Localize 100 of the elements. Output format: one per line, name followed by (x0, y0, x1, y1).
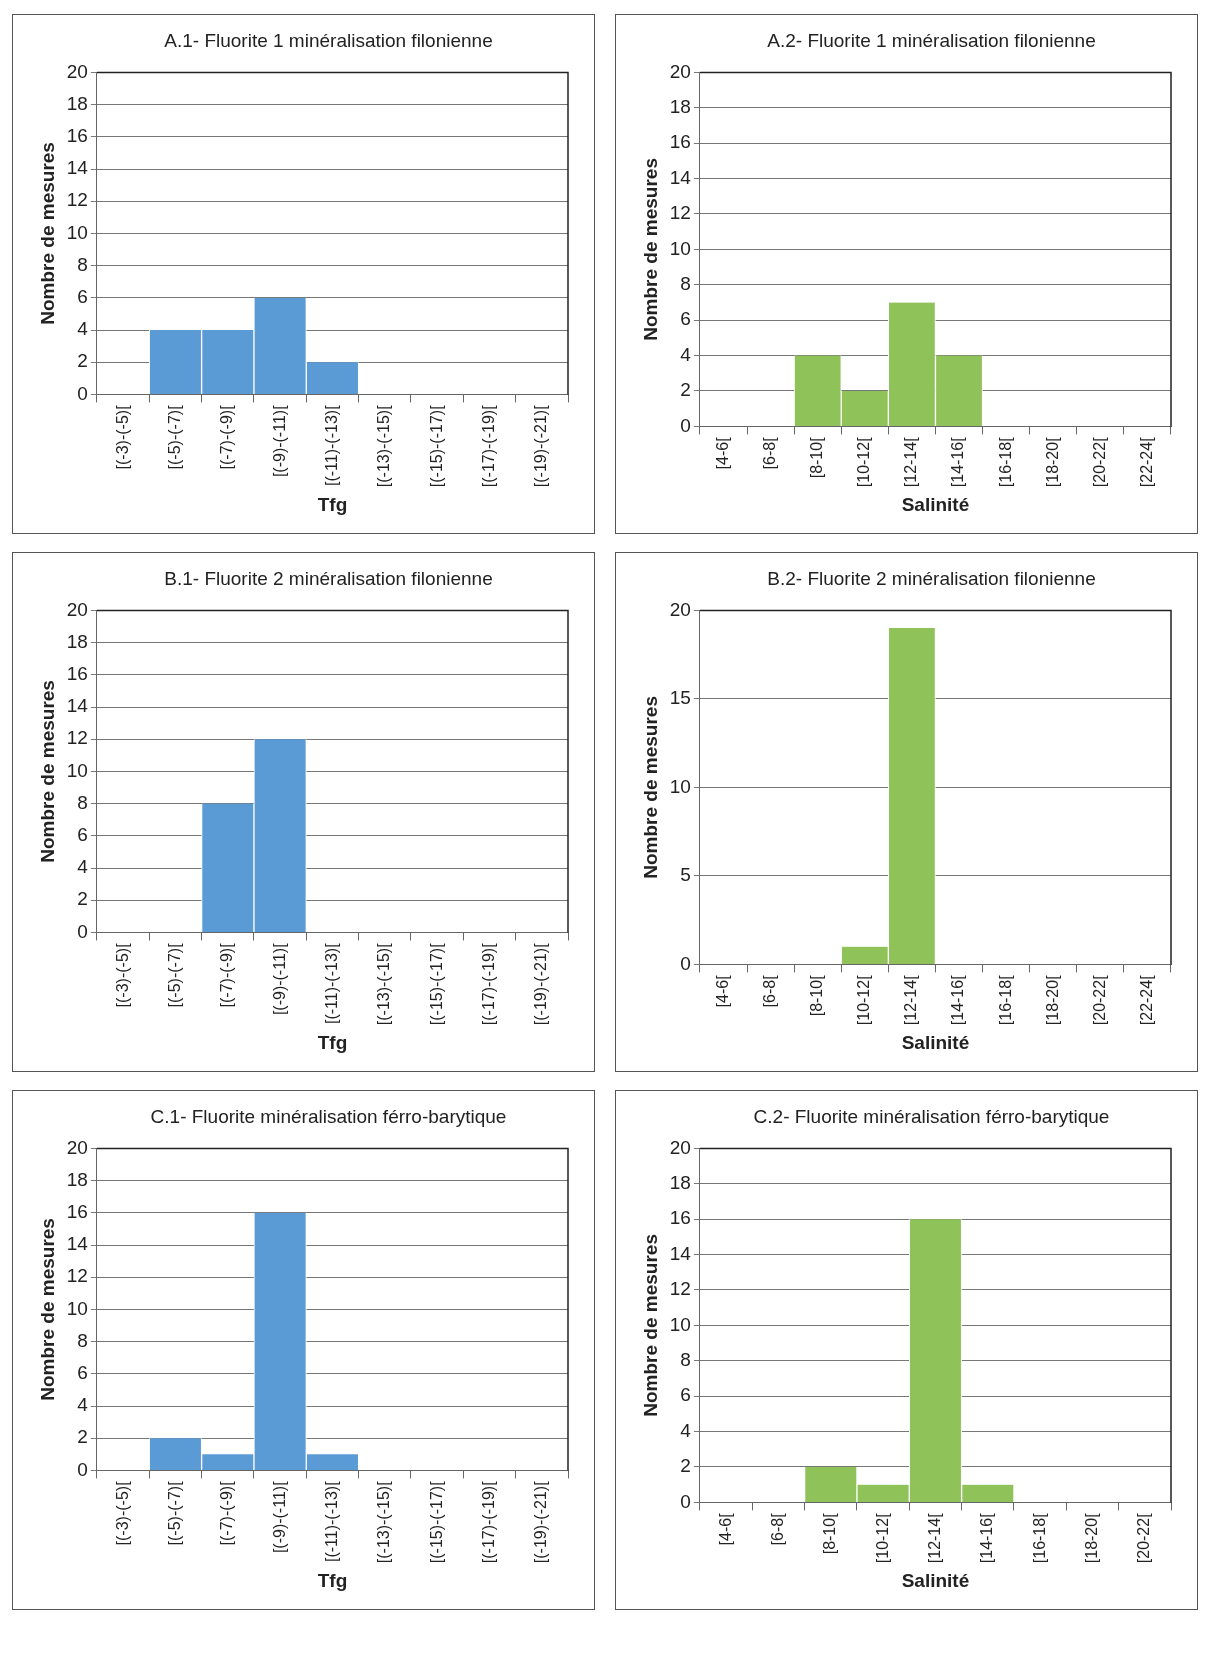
x-tick-label: [18-20[ (1043, 436, 1061, 488)
chart-title: B.1- Fluorite 2 minéralisation filonienne (163, 567, 494, 590)
y-tick-label: 0 (77, 1458, 88, 1480)
x-axis-title: Tfg (317, 1031, 348, 1053)
y-tick-label: 6 (77, 824, 88, 846)
y-tick-label: 18 (66, 1168, 88, 1190)
x-tick-label: [(-3)-(-5)[ (113, 404, 131, 470)
y-tick-label: 20 (66, 1136, 88, 1158)
y-tick-label: 14 (669, 166, 692, 188)
x-tick-label: [14-16[ (949, 436, 967, 488)
y-tick-label: 4 (680, 343, 692, 365)
y-tick-label: 10 (669, 237, 691, 259)
y-tick-label: 4 (77, 318, 89, 340)
x-tick-label: [10-12[ (855, 436, 873, 488)
x-tick-label: [10-12[ (855, 974, 873, 1026)
y-tick-label: 20 (669, 60, 691, 82)
y-tick-label: 6 (680, 308, 691, 330)
x-tick-label: [4-6[ (716, 1512, 734, 1546)
x-tick-label: [10-12[ (873, 1512, 891, 1564)
x-tick-label: [6-8[ (768, 1512, 786, 1546)
x-tick-label: [(-11)-(-13)[ (322, 942, 340, 1025)
y-tick-label: 8 (680, 273, 691, 295)
x-tick-label: [20-22[ (1090, 436, 1108, 488)
x-tick-label: [(-9)-(-11)[ (270, 1480, 288, 1554)
y-tick-label: 2 (680, 379, 691, 401)
y-tick-label: 18 (66, 630, 88, 652)
y-tick-label: 10 (669, 1313, 691, 1335)
y-tick-label: 10 (669, 775, 691, 797)
x-tick-label: [20-22[ (1135, 1512, 1153, 1564)
y-tick-label: 20 (669, 598, 691, 620)
y-tick-label: 14 (66, 157, 89, 179)
x-tick-label: [(-3)-(-5)[ (113, 942, 131, 1008)
y-axis-title: Nombre de mesures (639, 1234, 661, 1417)
y-axis-title: Nombre de mesures (36, 1218, 58, 1401)
y-axis-title: Nombre de mesures (36, 142, 58, 325)
x-tick-label: [(-13)-(-15)[ (375, 404, 393, 488)
x-axis-title: Salinité (901, 1031, 970, 1053)
x-tick-label: [6-8[ (761, 436, 778, 470)
y-tick-label: 18 (66, 92, 88, 114)
x-tick-label: [(-11)-(-13)[ (322, 404, 340, 487)
y-tick-label: 4 (77, 856, 89, 878)
x-tick-label: [(-7)-(-9)[ (218, 404, 236, 470)
x-tick-label: [14-16[ (978, 1512, 996, 1564)
y-tick-label: 10 (66, 1297, 88, 1319)
y-tick-label: 2 (77, 1426, 88, 1448)
y-axis-title: Nombre de mesures (639, 158, 661, 341)
y-tick-label: 12 (66, 1265, 88, 1287)
x-tick-label: [(-17)-(-19)[ (479, 942, 497, 1026)
x-tick-label: [6-8[ (761, 974, 778, 1008)
y-tick-label: 20 (669, 1136, 691, 1158)
x-tick-label: [(-17)-(-19)[ (479, 1480, 497, 1564)
x-tick-label: [4-6[ (713, 974, 731, 1008)
x-tick-label: [(-5)-(-7)[ (165, 404, 183, 470)
y-tick-label: 20 (66, 598, 88, 620)
x-tick-label: [(-7)-(-9)[ (218, 1480, 236, 1546)
x-tick-label: [(-19)-(-21)[ (532, 942, 550, 1026)
x-tick-label: [(-5)-(-7)[ (165, 1480, 183, 1546)
x-tick-label: [4-6[ (713, 436, 731, 470)
x-tick-label: [(-19)-(-21)[ (532, 1480, 550, 1564)
y-axis-title: Nombre de mesures (639, 696, 661, 879)
y-tick-label: 12 (66, 189, 88, 211)
y-tick-label: 12 (669, 1278, 691, 1300)
y-tick-label: 4 (77, 1394, 89, 1416)
chart-title: A.1- Fluorite 1 minéralisation filonienne (163, 29, 494, 52)
y-tick-label: 4 (680, 1419, 692, 1441)
y-tick-label: 8 (77, 253, 88, 275)
y-tick-label: 18 (669, 96, 691, 118)
x-tick-label: [(-17)-(-19)[ (479, 404, 497, 488)
x-tick-label: [16-18[ (996, 974, 1014, 1026)
x-tick-label: [(-11)-(-13)[ (322, 1480, 340, 1563)
chart-title: C.1- Fluorite minéralisation férro-barytique (149, 1105, 508, 1128)
x-tick-label: [8-10[ (821, 1512, 839, 1555)
y-tick-label: 6 (77, 1362, 88, 1384)
y-tick-label: 20 (66, 60, 88, 82)
y-tick-label: 16 (669, 1207, 691, 1229)
y-tick-label: 2 (680, 1455, 691, 1477)
x-tick-label: [(-3)-(-5)[ (113, 1480, 131, 1546)
x-axis-title: Tfg (317, 1569, 348, 1591)
x-tick-label: [(-13)-(-15)[ (375, 942, 393, 1026)
chart-title: A.2- Fluorite 1 minéralisation filonienne (766, 29, 1097, 52)
x-tick-label: [16-18[ (1030, 1512, 1048, 1564)
y-axis-title: Nombre de mesures (36, 680, 58, 863)
x-tick-label: [8-10[ (808, 436, 826, 479)
x-tick-label: [20-22[ (1090, 974, 1108, 1026)
y-tick-label: 14 (66, 1233, 89, 1255)
y-tick-label: 16 (66, 663, 88, 685)
y-tick-label: 6 (77, 286, 88, 308)
x-tick-label: [(-5)-(-7)[ (165, 942, 183, 1008)
x-tick-label: [22-24[ (1137, 974, 1155, 1026)
y-tick-label: 2 (77, 350, 88, 372)
y-tick-label: 16 (669, 131, 691, 153)
y-tick-label: 6 (680, 1384, 691, 1406)
x-tick-label: [(-9)-(-11)[ (270, 942, 288, 1016)
y-tick-label: 0 (680, 1490, 691, 1512)
x-tick-label: [(-19)-(-21)[ (532, 404, 550, 488)
x-tick-label: [18-20[ (1082, 1512, 1100, 1564)
x-tick-label: [(-9)-(-11)[ (270, 404, 288, 478)
x-tick-label: [14-16[ (949, 974, 967, 1026)
x-tick-label: [(-15)-(-17)[ (427, 404, 445, 488)
x-tick-label: [(-7)-(-9)[ (218, 942, 236, 1008)
